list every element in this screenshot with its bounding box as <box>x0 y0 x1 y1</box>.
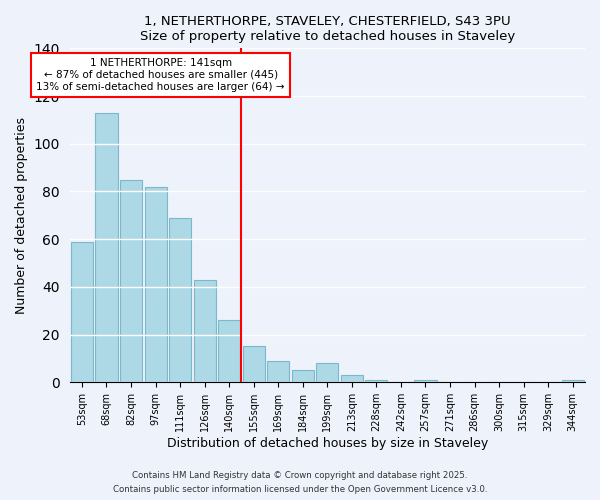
Bar <box>316 363 338 382</box>
Bar <box>194 280 215 382</box>
Text: Contains HM Land Registry data © Crown copyright and database right 2025.: Contains HM Land Registry data © Crown c… <box>132 470 468 480</box>
Bar <box>267 361 289 382</box>
Bar <box>415 380 437 382</box>
Bar <box>71 242 93 382</box>
Bar <box>365 380 388 382</box>
X-axis label: Distribution of detached houses by size in Staveley: Distribution of detached houses by size … <box>167 437 488 450</box>
Bar <box>242 346 265 382</box>
Bar <box>95 112 118 382</box>
Bar <box>292 370 314 382</box>
Text: 1 NETHERTHORPE: 141sqm
← 87% of detached houses are smaller (445)
13% of semi-de: 1 NETHERTHORPE: 141sqm ← 87% of detached… <box>37 58 285 92</box>
Title: 1, NETHERTHORPE, STAVELEY, CHESTERFIELD, S43 3PU
Size of property relative to de: 1, NETHERTHORPE, STAVELEY, CHESTERFIELD,… <box>140 15 515 43</box>
Bar <box>120 180 142 382</box>
Bar <box>562 380 584 382</box>
Bar <box>169 218 191 382</box>
Y-axis label: Number of detached properties: Number of detached properties <box>15 117 28 314</box>
Bar <box>218 320 240 382</box>
Text: Contains public sector information licensed under the Open Government Licence v3: Contains public sector information licen… <box>113 486 487 494</box>
Bar <box>145 186 167 382</box>
Bar <box>341 375 363 382</box>
